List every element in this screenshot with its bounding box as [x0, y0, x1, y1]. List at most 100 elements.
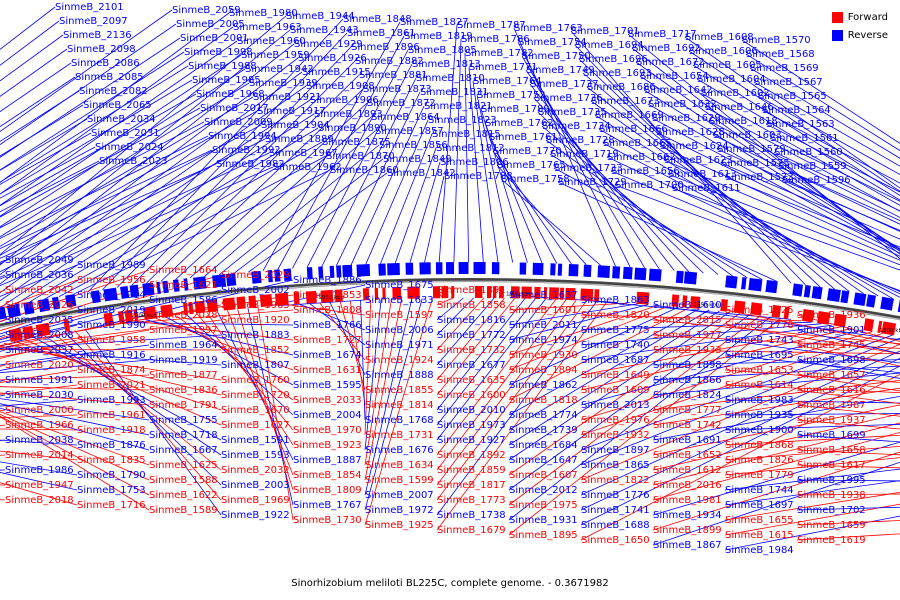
gene-label: SinmeB_1899	[653, 525, 722, 536]
genome-arcs	[0, 262, 900, 342]
gene-label: SinmeB_1599	[365, 475, 434, 486]
leader-line	[580, 329, 863, 406]
leader-line	[115, 309, 294, 325]
gene-label: SinmeB_1826	[725, 455, 794, 466]
leader-line	[424, 175, 445, 263]
gene-label: SinmeB_2029	[221, 270, 290, 281]
gene-label: SinmeB_1631	[293, 365, 362, 376]
leader-line	[508, 302, 628, 311]
gene-label: SinmeB_1791	[149, 400, 218, 411]
reverse-strand-track	[0, 262, 900, 320]
gene-label: SinmeB_1865	[581, 460, 650, 471]
gene-label: SinmeB_1825	[725, 305, 794, 316]
gene-label: SinmeB_1958	[77, 335, 146, 346]
gene-block	[392, 287, 402, 300]
leader-line	[218, 144, 380, 276]
gene-label: SinmeB_1740	[581, 340, 650, 351]
leader-line	[667, 173, 900, 266]
gene-label: SinmeB_1984	[725, 545, 794, 556]
gene-label: SinmeB_1985	[192, 75, 261, 86]
gene-label: SinmeB_1627	[221, 420, 290, 431]
gene-label: SinmeB_2000	[5, 405, 74, 416]
gene-label: SinmeB_1717	[628, 29, 697, 40]
scale-tick-label: 1900 kbp	[506, 292, 532, 298]
leader-line	[58, 155, 327, 297]
gene-label: SinmeB_1788	[444, 171, 513, 182]
gene-label: SinmeB_1790	[77, 470, 146, 481]
forward-swatch	[831, 11, 843, 23]
leader-line	[464, 52, 469, 263]
gene-block	[648, 268, 662, 282]
gene-label: SinmeB_1741	[581, 505, 650, 516]
leader-line	[580, 373, 900, 541]
gene-label: SinmeB_1930	[509, 350, 578, 361]
gene-label: SinmeB_2031	[91, 128, 160, 139]
gene-label: SinmeB_1679	[437, 525, 506, 536]
leader-line	[248, 172, 388, 273]
gene-block	[320, 289, 334, 303]
gene-label: SinmeB_1893	[314, 109, 383, 120]
leader-line	[0, 269, 150, 322]
leader-line	[216, 311, 294, 461]
gene-label: SinmeB_1625	[149, 460, 218, 471]
gene-label: SinmeB_1604	[697, 74, 766, 85]
leader-line	[0, 43, 295, 276]
leader-line	[631, 47, 900, 255]
gene-label: SinmeB_1961	[77, 410, 146, 421]
gene-label: SinmeB_1868	[725, 440, 794, 451]
gene-label: SinmeB_2020	[5, 360, 74, 371]
gene-label: SinmeB_1917	[257, 106, 326, 117]
leader-line	[306, 63, 413, 268]
leader-line	[652, 334, 900, 349]
leader-line	[700, 92, 900, 206]
gene-block	[342, 264, 353, 278]
gene-label: SinmeB_1983	[725, 395, 794, 406]
gene-label: SinmeB_1568	[746, 49, 815, 60]
gene-label: SinmeB_1633	[365, 295, 434, 306]
leader-line	[0, 79, 193, 195]
leader-line	[0, 329, 150, 358]
gene-label: SinmeB_1737	[530, 79, 599, 90]
leader-line	[580, 323, 822, 346]
leader-line	[716, 148, 900, 232]
gene-label: SinmeB_1606	[689, 46, 758, 57]
gene-label: SinmeB_1929	[294, 39, 363, 50]
gene-label: SinmeB_1900	[725, 425, 794, 436]
leader-line	[0, 82, 250, 238]
leader-line	[724, 384, 900, 394]
leader-line	[0, 413, 150, 481]
forward-strand-track	[8, 286, 897, 342]
leader-line	[0, 403, 150, 436]
leader-line	[0, 416, 150, 511]
legend-label-forward: Forward	[847, 11, 888, 23]
leader-line	[652, 372, 900, 396]
leader-line	[651, 117, 900, 252]
gene-label: SinmeB_2033	[293, 395, 362, 406]
leader-line	[688, 50, 900, 192]
gene-label: SinmeB_1761	[489, 132, 558, 143]
leader-line	[0, 345, 222, 381]
gene-label: SinmeB_1901	[797, 325, 866, 336]
leader-line	[753, 81, 900, 167]
gene-label: SinmeB_1819	[404, 31, 473, 42]
leader-line	[131, 60, 356, 286]
gene-block	[880, 296, 894, 311]
gene-label: SinmeB_1609	[581, 385, 650, 396]
gene-label: SinmeB_1864	[371, 112, 440, 123]
leader-line	[277, 35, 405, 270]
gene-block	[897, 299, 900, 313]
leader-line	[704, 106, 900, 212]
leader-line	[663, 159, 900, 261]
gene-block	[597, 265, 610, 278]
gene-label: SinmeB_1675	[365, 280, 434, 291]
gene-block	[248, 295, 257, 309]
gene-label: SinmeB_1892	[437, 450, 506, 461]
gene-label: SinmeB_1915	[302, 67, 371, 78]
gene-label: SinmeB_2023	[99, 156, 168, 167]
gene-block	[378, 263, 386, 276]
leader-line	[3, 342, 222, 396]
gene-label: SinmeB_1936	[797, 310, 866, 321]
leader-line	[796, 479, 900, 482]
leader-line	[0, 110, 258, 256]
leader-line	[757, 95, 900, 175]
